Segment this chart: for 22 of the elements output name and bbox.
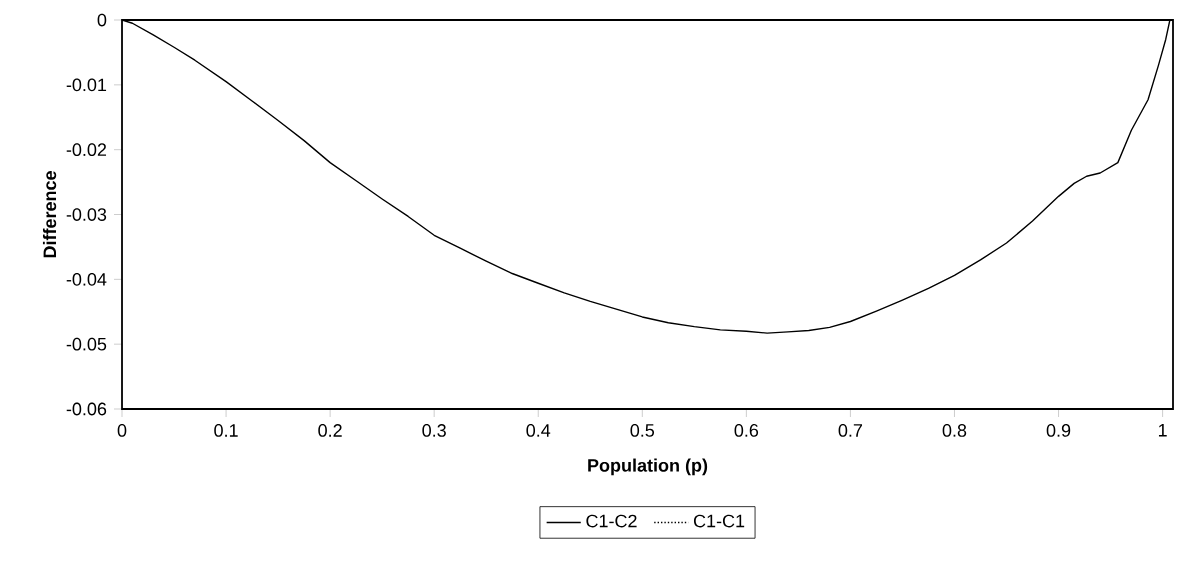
- y-tick-label: -0.02: [66, 143, 107, 157]
- x-tick-label: 0.5: [630, 424, 655, 437]
- x-tick-label: 0.6: [734, 424, 759, 437]
- y-tick-label: -0.05: [66, 337, 107, 351]
- y-tick-label: -0.03: [66, 208, 107, 221]
- x-tick-label: 0.8: [942, 424, 967, 437]
- legend-label: C1-C1: [693, 514, 745, 528]
- x-tick-label: 0.9: [1046, 424, 1071, 437]
- y-tick-label: -0.06: [66, 402, 107, 416]
- x-tick-label: 0.3: [422, 424, 446, 437]
- y-tick-label: -0.01: [66, 78, 107, 92]
- y-tick-label: 0: [97, 13, 107, 27]
- y-tick-label: -0.04: [66, 272, 107, 286]
- x-axis-title: Population (p): [588, 458, 708, 476]
- x-tick-label: 0.4: [526, 424, 551, 437]
- x-tick-label: 0.7: [838, 424, 863, 437]
- y-axis-title: Difference: [42, 171, 57, 258]
- legend-label: C1-C2: [586, 514, 637, 528]
- x-tick-label: 0: [117, 424, 127, 437]
- x-tick-label: 1: [1158, 424, 1167, 437]
- x-tick-label: 0.2: [318, 424, 342, 437]
- x-tick-label: 0.1: [214, 424, 238, 437]
